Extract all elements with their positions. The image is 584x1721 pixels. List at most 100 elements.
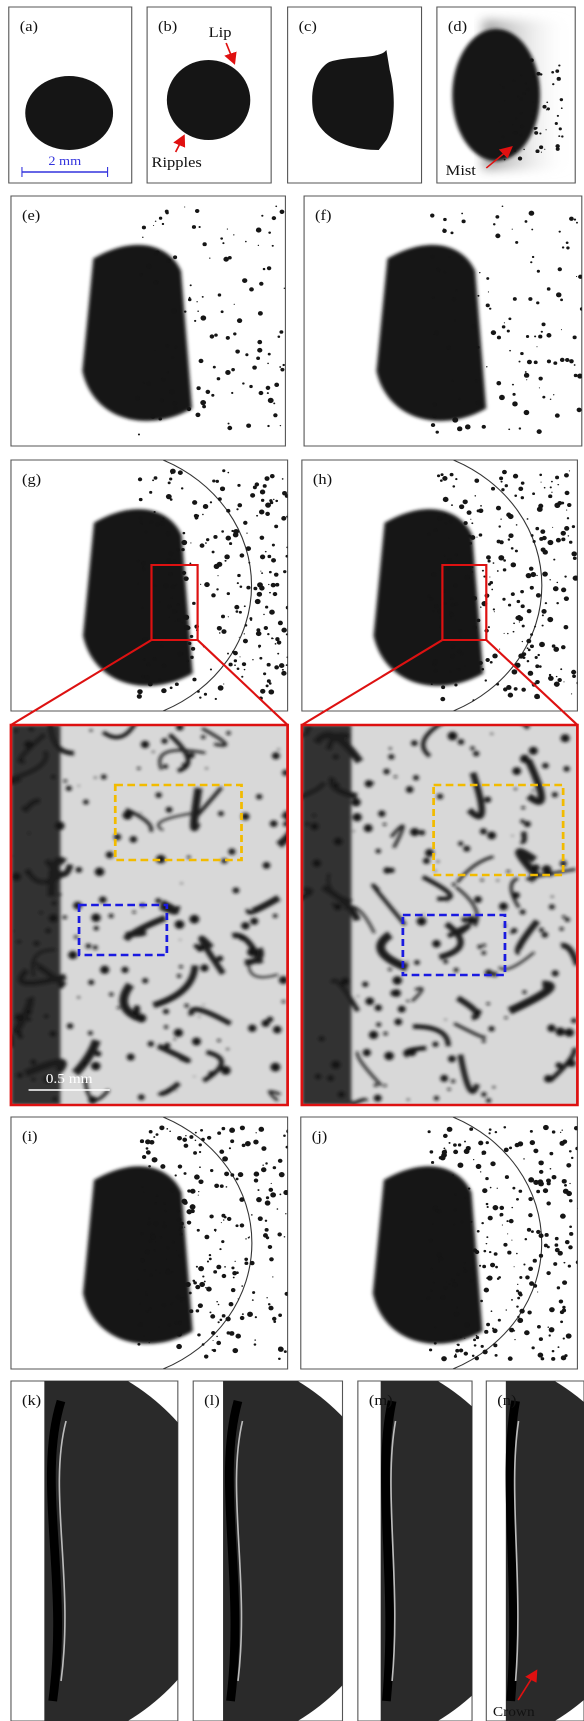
droplet (433, 528, 437, 532)
droplet (365, 780, 373, 787)
droplet (86, 944, 91, 949)
droplet (333, 837, 342, 846)
droplet (453, 1208, 457, 1211)
droplet (216, 1341, 221, 1345)
droplet (537, 1291, 538, 1292)
droplet (485, 1177, 488, 1180)
droplet (445, 1019, 447, 1021)
droplet (211, 394, 214, 397)
droplet (249, 617, 252, 620)
droplet (450, 613, 455, 617)
droplet (190, 635, 193, 638)
droplet (161, 378, 166, 382)
droplet (561, 531, 566, 536)
droplet (436, 431, 439, 434)
droplet (556, 676, 558, 677)
droplet (388, 754, 394, 759)
droplet (247, 948, 257, 957)
droplet (565, 1028, 574, 1037)
droplet (393, 976, 403, 985)
droplet (277, 640, 282, 644)
droplet (553, 394, 554, 395)
droplet (268, 231, 271, 233)
droplet (448, 1283, 450, 1285)
droplet (210, 1169, 213, 1172)
droplet (574, 374, 578, 377)
droplet (268, 398, 274, 403)
droplet (142, 637, 148, 642)
droplet (569, 1183, 570, 1184)
droplet (240, 553, 245, 557)
droplet (527, 609, 532, 613)
droplet (142, 1155, 146, 1159)
droplet (284, 1236, 286, 1237)
droplet (177, 1218, 182, 1222)
droplet (473, 1339, 476, 1342)
droplet (204, 1235, 209, 1239)
droplet (175, 1090, 176, 1091)
droplet (573, 335, 577, 339)
droplet (334, 782, 340, 787)
droplet (481, 1092, 486, 1097)
droplet (266, 505, 269, 507)
sheet (82, 245, 192, 421)
droplet (472, 567, 474, 569)
droplet (280, 425, 281, 426)
droplet (493, 1205, 499, 1210)
droplet (165, 344, 169, 348)
droplet (520, 909, 526, 914)
droplet (423, 858, 430, 864)
droplet (146, 1310, 149, 1313)
droplet (269, 1188, 274, 1192)
droplet (561, 1355, 566, 1360)
droplet (153, 584, 156, 587)
droplet (383, 1084, 386, 1087)
droplet (260, 490, 265, 495)
droplet (571, 670, 576, 675)
droplet (176, 906, 180, 910)
droplet (334, 903, 342, 911)
droplet (365, 997, 374, 1005)
droplet (504, 1148, 509, 1152)
droplet (209, 1311, 211, 1313)
droplet (202, 405, 206, 408)
droplet (216, 588, 218, 590)
droplet (493, 1343, 494, 1344)
ligament (128, 933, 146, 935)
droplet (364, 824, 373, 832)
droplet (523, 1158, 525, 1159)
droplet (567, 503, 571, 507)
droplet (264, 626, 268, 630)
droplet (545, 602, 547, 604)
droplet (152, 479, 154, 481)
droplet (538, 697, 540, 699)
droplet (569, 359, 574, 363)
panel-label: (d) (448, 19, 467, 35)
droplet (518, 487, 523, 491)
droplet (508, 533, 513, 538)
droplet (559, 127, 562, 130)
droplet (175, 682, 179, 686)
droplet (174, 621, 176, 622)
droplet (459, 1349, 463, 1353)
droplet (568, 1265, 571, 1268)
droplet (443, 959, 448, 963)
droplet (433, 334, 434, 335)
droplet (475, 379, 479, 382)
droplet (560, 299, 563, 302)
droplet (206, 1287, 212, 1292)
droplet (170, 469, 176, 474)
droplet (140, 1258, 145, 1263)
droplet (459, 636, 462, 638)
droplet (519, 427, 522, 429)
droplet (561, 645, 566, 649)
droplet (561, 107, 563, 109)
droplet (30, 758, 31, 759)
droplet (497, 570, 499, 572)
droplet (222, 1314, 226, 1317)
droplet (67, 1023, 73, 1029)
droplet (88, 980, 94, 985)
droplet (515, 241, 518, 244)
droplet (551, 71, 554, 74)
droplet (493, 608, 495, 610)
